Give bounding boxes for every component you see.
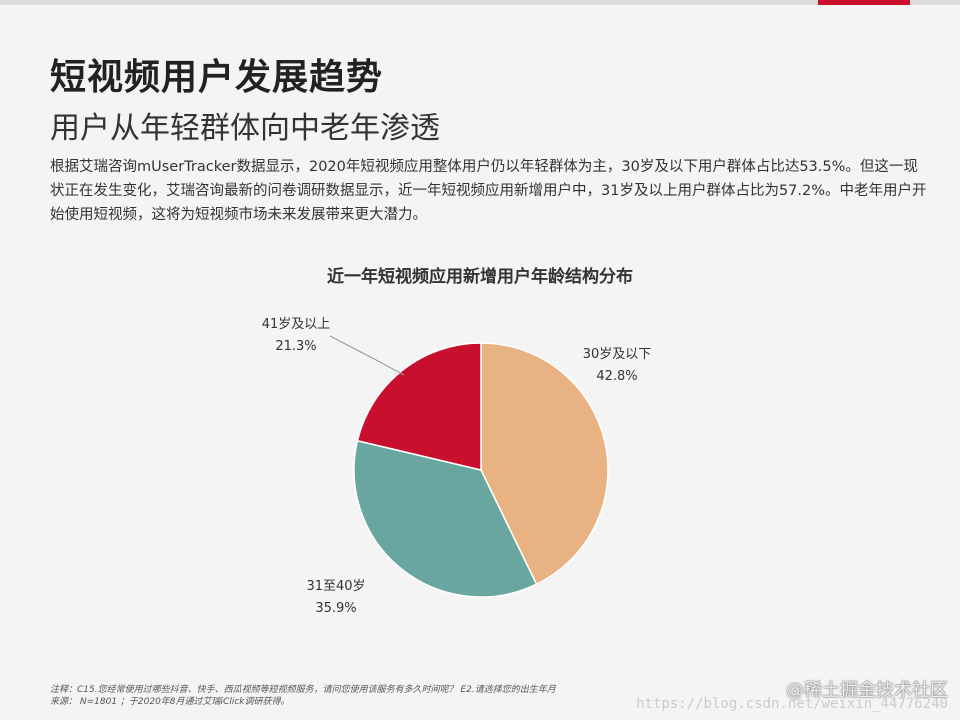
pie-slice: [356, 342, 482, 471]
page-subtitle: 用户从年轻群体向中老年渗透: [50, 111, 440, 146]
pie-slice: [353, 439, 538, 598]
leader-line: [329, 335, 405, 376]
slice-label: 41岁及以上: [262, 317, 331, 332]
top-bar: [0, 0, 960, 5]
top-accent-bar: [818, 0, 910, 5]
description-text: 根据艾瑞咨询mUserTracker数据显示，2020年短视频应用整体用户仍以年…: [50, 159, 927, 223]
footnote-line-2: 来源： N=1801 ；于2020年8月通过艾瑞iClick调研获得。: [50, 697, 290, 707]
chart-title: 近一年短视频应用新增用户年龄结构分布: [327, 267, 633, 287]
url-watermark: https://blog.csdn.net/weixin_44776240: [636, 696, 948, 712]
slice-label: 30岁及以下: [583, 347, 652, 362]
slice-value-label: 35.9%: [315, 601, 356, 616]
footnote-line-1: 注释：C15.您经常使用过哪些抖音、快手、西瓜视频等短视频服务，请问您使用该服务…: [50, 685, 556, 695]
pie-slice: [480, 342, 609, 586]
slice-value-label: 42.8%: [596, 369, 637, 384]
slice-value-label: 21.3%: [275, 339, 316, 354]
footnote: 注释：C15.您经常使用过哪些抖音、快手、西瓜视频等短视频服务，请问您使用该服务…: [50, 684, 556, 708]
watermark-text: @稀土掘金技术社区: [786, 680, 948, 701]
slice-label: 31至40岁: [306, 579, 365, 594]
page-title: 短视频用户发展趋势: [50, 57, 384, 98]
